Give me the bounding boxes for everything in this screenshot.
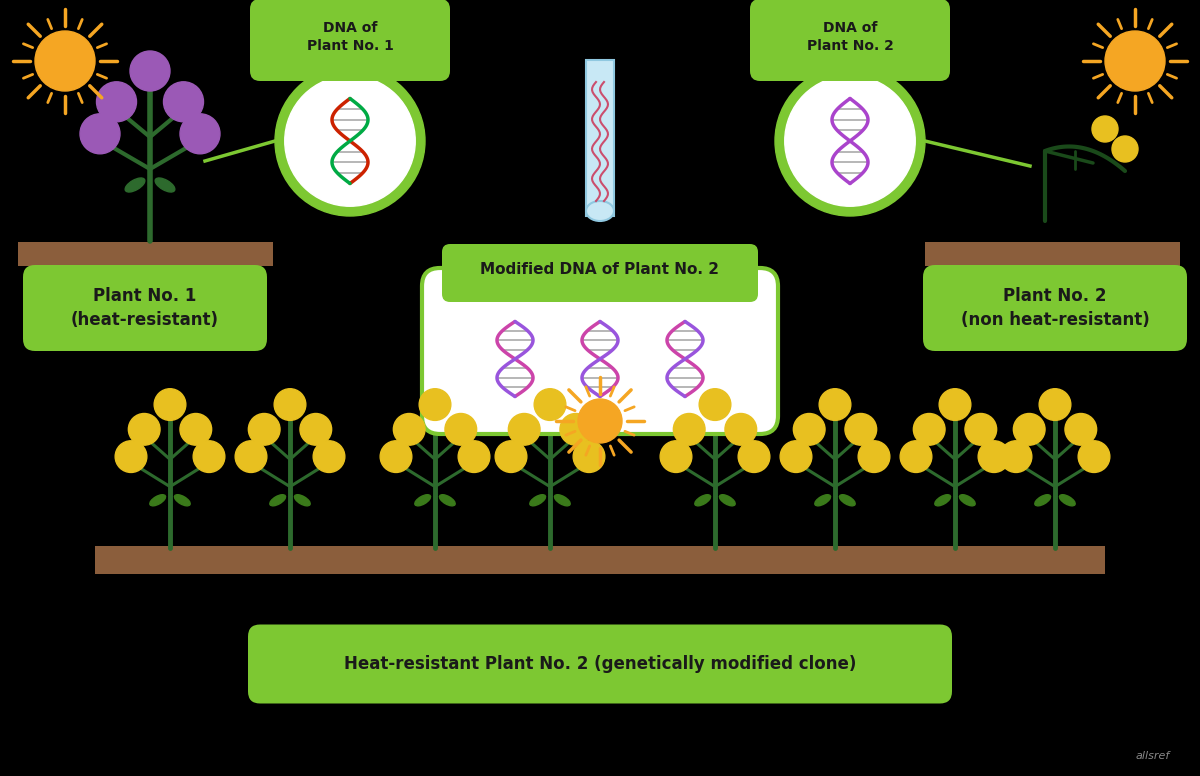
Ellipse shape bbox=[1060, 494, 1075, 506]
Circle shape bbox=[793, 414, 826, 445]
Circle shape bbox=[775, 66, 925, 216]
Circle shape bbox=[180, 114, 220, 154]
Circle shape bbox=[274, 389, 306, 421]
Circle shape bbox=[738, 441, 770, 473]
Circle shape bbox=[965, 414, 997, 445]
Circle shape bbox=[284, 76, 415, 206]
Circle shape bbox=[913, 414, 946, 445]
Ellipse shape bbox=[150, 494, 166, 506]
Circle shape bbox=[780, 441, 812, 473]
FancyBboxPatch shape bbox=[923, 265, 1187, 351]
Circle shape bbox=[163, 81, 204, 122]
Circle shape bbox=[900, 441, 932, 473]
FancyBboxPatch shape bbox=[442, 244, 758, 302]
Circle shape bbox=[845, 414, 877, 445]
Text: Heat-resistant Plant No. 2 (genetically modified clone): Heat-resistant Plant No. 2 (genetically … bbox=[344, 655, 856, 673]
Circle shape bbox=[1000, 441, 1032, 473]
Circle shape bbox=[80, 114, 120, 154]
Text: Modified DNA of Plant No. 2: Modified DNA of Plant No. 2 bbox=[480, 262, 720, 278]
Ellipse shape bbox=[270, 494, 286, 506]
Circle shape bbox=[534, 389, 566, 421]
Circle shape bbox=[578, 399, 622, 443]
Circle shape bbox=[300, 414, 331, 445]
Ellipse shape bbox=[695, 494, 710, 506]
Ellipse shape bbox=[720, 494, 736, 506]
Ellipse shape bbox=[554, 494, 570, 506]
FancyBboxPatch shape bbox=[250, 0, 450, 81]
Circle shape bbox=[115, 441, 146, 473]
Circle shape bbox=[419, 389, 451, 421]
Bar bbox=[925, 242, 1180, 266]
Bar bbox=[95, 546, 1105, 574]
Circle shape bbox=[1105, 31, 1165, 91]
Circle shape bbox=[1092, 116, 1118, 142]
Circle shape bbox=[154, 389, 186, 421]
Ellipse shape bbox=[125, 178, 145, 192]
Circle shape bbox=[1078, 441, 1110, 473]
Ellipse shape bbox=[1034, 494, 1050, 506]
Ellipse shape bbox=[155, 178, 175, 192]
FancyBboxPatch shape bbox=[750, 0, 950, 81]
Ellipse shape bbox=[815, 494, 830, 506]
Circle shape bbox=[1039, 389, 1070, 421]
Circle shape bbox=[673, 414, 706, 445]
Circle shape bbox=[235, 441, 266, 473]
Circle shape bbox=[180, 414, 211, 445]
Ellipse shape bbox=[840, 494, 856, 506]
Ellipse shape bbox=[294, 494, 310, 506]
Ellipse shape bbox=[439, 494, 455, 506]
Circle shape bbox=[560, 414, 592, 445]
Circle shape bbox=[978, 441, 1010, 473]
Circle shape bbox=[509, 414, 540, 445]
Circle shape bbox=[445, 414, 476, 445]
Bar bbox=[18, 242, 274, 266]
Circle shape bbox=[725, 414, 757, 445]
Circle shape bbox=[1112, 136, 1138, 162]
Circle shape bbox=[130, 51, 170, 91]
Circle shape bbox=[313, 441, 344, 473]
Circle shape bbox=[35, 31, 95, 91]
Text: Plant No. 1
(heat-resistant): Plant No. 1 (heat-resistant) bbox=[71, 287, 220, 329]
Circle shape bbox=[275, 66, 425, 216]
Bar bbox=[586, 60, 614, 216]
Circle shape bbox=[785, 76, 916, 206]
Text: DNA of
Plant No. 1: DNA of Plant No. 1 bbox=[306, 22, 394, 53]
Ellipse shape bbox=[174, 494, 190, 506]
Circle shape bbox=[248, 414, 280, 445]
Ellipse shape bbox=[960, 494, 976, 506]
Ellipse shape bbox=[586, 201, 614, 221]
Circle shape bbox=[1013, 414, 1045, 445]
Circle shape bbox=[128, 414, 160, 445]
FancyBboxPatch shape bbox=[248, 625, 952, 704]
Circle shape bbox=[496, 441, 527, 473]
Text: Plant No. 2
(non heat-resistant): Plant No. 2 (non heat-resistant) bbox=[961, 287, 1150, 329]
Ellipse shape bbox=[415, 494, 431, 506]
Circle shape bbox=[858, 441, 890, 473]
Circle shape bbox=[700, 389, 731, 421]
Text: DNA of
Plant No. 2: DNA of Plant No. 2 bbox=[806, 22, 894, 53]
Circle shape bbox=[380, 441, 412, 473]
Circle shape bbox=[940, 389, 971, 421]
FancyBboxPatch shape bbox=[23, 265, 268, 351]
Circle shape bbox=[193, 441, 224, 473]
Circle shape bbox=[96, 81, 137, 122]
FancyBboxPatch shape bbox=[422, 268, 778, 434]
Ellipse shape bbox=[530, 494, 546, 506]
Ellipse shape bbox=[935, 494, 950, 506]
Circle shape bbox=[458, 441, 490, 473]
Circle shape bbox=[820, 389, 851, 421]
Circle shape bbox=[394, 414, 425, 445]
Circle shape bbox=[660, 441, 692, 473]
Circle shape bbox=[1064, 414, 1097, 445]
Text: allsref: allsref bbox=[1135, 751, 1170, 761]
Circle shape bbox=[574, 441, 605, 473]
